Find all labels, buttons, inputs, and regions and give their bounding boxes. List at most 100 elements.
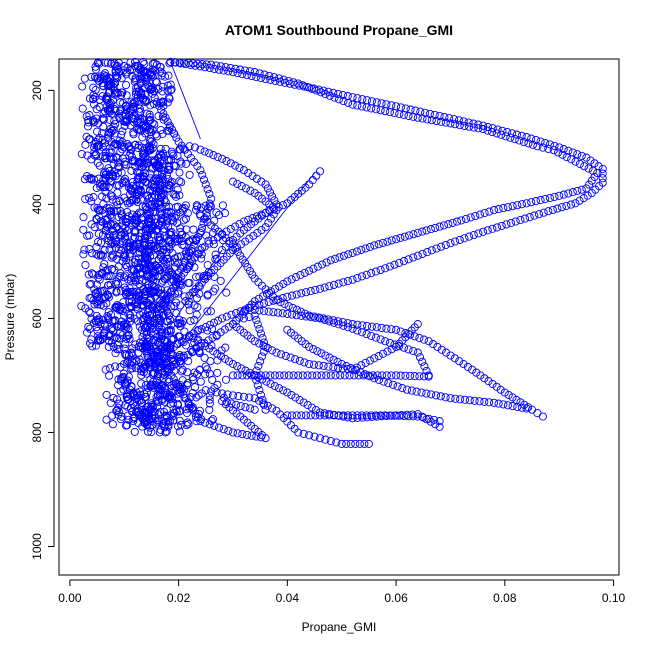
data-point — [342, 439, 351, 448]
data-point — [105, 245, 114, 254]
data-point — [326, 436, 335, 446]
data-point — [86, 339, 95, 348]
data-point — [224, 426, 233, 435]
data-point — [418, 227, 427, 236]
data-point — [404, 345, 413, 354]
data-point — [450, 354, 459, 363]
data-point — [404, 412, 413, 421]
data-point — [309, 345, 318, 354]
data-point — [309, 312, 318, 321]
data-point — [357, 411, 366, 420]
data-point — [160, 166, 169, 175]
data-point — [153, 416, 162, 425]
data-point — [305, 359, 314, 369]
data-point — [164, 326, 174, 335]
data-point — [333, 357, 342, 366]
data-point — [465, 232, 474, 241]
data-point — [484, 377, 493, 386]
data-point — [269, 210, 278, 219]
data-point — [376, 335, 385, 344]
data-point — [272, 206, 281, 215]
y-tick-label: 200 — [30, 80, 44, 100]
data-point — [258, 333, 267, 343]
data-point — [294, 371, 303, 380]
data-point — [132, 215, 141, 225]
data-point — [146, 357, 155, 366]
data-point — [378, 349, 388, 358]
data-point — [343, 411, 352, 420]
data-point — [350, 371, 359, 380]
data-point — [162, 202, 171, 211]
data-point — [496, 385, 505, 394]
data-point — [320, 283, 329, 292]
data-point — [465, 396, 474, 405]
data-point — [222, 398, 231, 407]
data-point — [418, 114, 427, 123]
data-point — [367, 411, 376, 420]
data-point — [383, 347, 392, 356]
data-point — [531, 197, 540, 206]
data-point — [268, 404, 277, 413]
data-point — [367, 269, 376, 278]
data-point — [256, 329, 265, 338]
data-point — [196, 166, 205, 175]
data-point — [231, 222, 240, 231]
data-point — [515, 136, 524, 145]
data-point — [137, 126, 146, 135]
data-point — [228, 391, 238, 400]
data-point — [361, 358, 370, 367]
data-point — [271, 284, 280, 293]
data-point — [241, 184, 251, 193]
data-point — [165, 59, 174, 68]
data-point — [175, 416, 184, 425]
data-point — [348, 275, 357, 284]
data-point — [503, 401, 512, 410]
data-point — [114, 162, 123, 171]
data-point — [194, 391, 203, 400]
data-point — [270, 73, 279, 82]
data-point — [460, 234, 469, 243]
data-point — [155, 428, 164, 437]
data-point — [287, 275, 296, 284]
data-point — [367, 104, 376, 113]
data-point — [128, 407, 137, 416]
data-point — [588, 166, 597, 175]
data-point — [488, 127, 497, 137]
data-point — [107, 240, 116, 249]
x-tick-label: 0.06 — [384, 591, 408, 605]
data-point — [289, 371, 298, 380]
data-point — [215, 210, 224, 219]
data-point — [348, 248, 357, 257]
data-point — [114, 375, 123, 384]
data-point — [483, 126, 492, 135]
data-point — [165, 236, 174, 245]
data-points — [77, 57, 607, 448]
data-point — [106, 128, 115, 138]
data-point — [129, 416, 138, 426]
data-point — [146, 134, 155, 143]
data-point — [165, 244, 174, 254]
data-point — [142, 159, 151, 168]
data-point — [381, 337, 390, 346]
data-point — [108, 238, 117, 247]
data-point — [202, 60, 211, 69]
data-point — [165, 230, 174, 239]
data-point — [579, 194, 588, 203]
data-point — [103, 234, 112, 243]
data-point — [111, 120, 120, 129]
data-point — [123, 226, 132, 235]
data-point — [283, 388, 292, 397]
data-point — [136, 387, 145, 396]
data-point — [334, 320, 343, 329]
data-point — [273, 308, 283, 317]
data-point — [148, 264, 157, 273]
data-point — [79, 250, 88, 259]
connector-line — [170, 61, 201, 139]
data-point — [175, 191, 184, 200]
data-point — [89, 193, 98, 202]
data-point — [100, 69, 110, 78]
data-point — [94, 229, 103, 238]
data-point — [181, 214, 190, 223]
data-point — [148, 83, 157, 92]
data-point — [548, 205, 557, 214]
